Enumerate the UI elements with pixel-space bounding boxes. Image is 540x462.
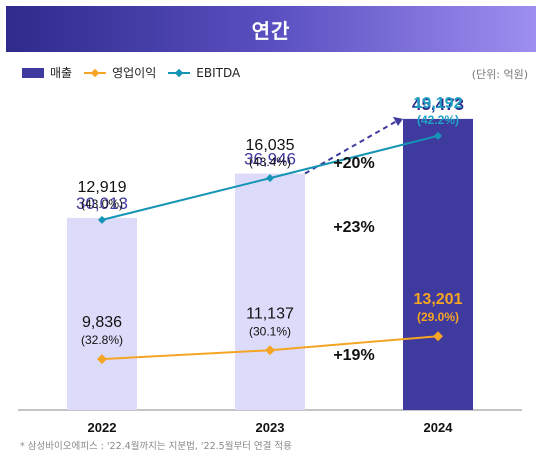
point-op-profit-2024 [433,331,443,342]
chart-header: 연간 [6,6,536,52]
x-tick-2024: 2024 [424,420,454,435]
label-op-profit-2024: 13,201 [414,291,463,308]
bar-label-revenue-2023: 36,946 [244,149,296,168]
margin-op-profit-2024: (29.0%) [417,310,459,324]
legend-item-ebitda: EBITDA [168,66,240,80]
legend-swatch-revenue [22,67,44,78]
legend-swatch-ebitda [168,68,191,78]
bar-label-revenue-2022: 30,013 [76,194,128,213]
bar-label-revenue-2024: 45,473 [412,95,464,114]
label-op-profit-2023: 11,137 [246,305,294,322]
point-op-profit-2022 [97,354,107,365]
x-tick-2022: 2022 [88,420,117,435]
growth-arrowhead-revenue [393,116,403,126]
growth-label-ebitda: +20% [333,155,374,172]
label-ebitda-2022: 12,919 [78,179,127,196]
legend-item-revenue: 매출 [22,64,72,81]
point-ebitda-2024 [434,131,442,140]
margin-ebitda-2023: (43.4%) [249,155,291,169]
margin-ebitda-2022: (43.0%) [81,197,123,211]
bar-revenue-2024 [403,118,473,410]
unit-label: (단위: 억원) [471,68,528,81]
label-ebitda-2023: 16,035 [246,137,295,154]
bar-revenue-2023 [235,173,305,410]
bar-revenue-2022 [67,217,137,410]
growth-label-revenue: +23% [333,219,374,236]
point-ebitda-2023 [266,174,274,183]
margin-ebitda-2024: (42.2%) [417,113,459,127]
margin-op-profit-2022: (32.8%) [81,333,123,347]
legend: 매출 영업이익 EBITDA [22,64,252,81]
chart-title: 연간 [251,18,291,43]
footnote: * 삼성바이오에피스 : '22.4월까지는 지분법, '22.5월부터 연결 … [20,441,292,452]
legend-swatch-op-profit [84,68,107,78]
legend-item-op-profit: 영업이익 [84,64,156,81]
label-ebitda-2024: 19,192 [414,95,463,112]
margin-op-profit-2023: (30.1%) [249,324,291,338]
legend-label-op-profit: 영업이익 [112,66,157,80]
x-tick-2023: 2023 [256,420,285,435]
point-ebitda-2022 [98,215,106,224]
point-op-profit-2023 [265,345,275,356]
legend-label-ebitda: EBITDA [196,65,241,80]
label-op-profit-2022: 9,836 [82,314,122,331]
growth-label-op-profit: +19% [333,347,374,364]
legend-label-revenue: 매출 [50,66,73,80]
